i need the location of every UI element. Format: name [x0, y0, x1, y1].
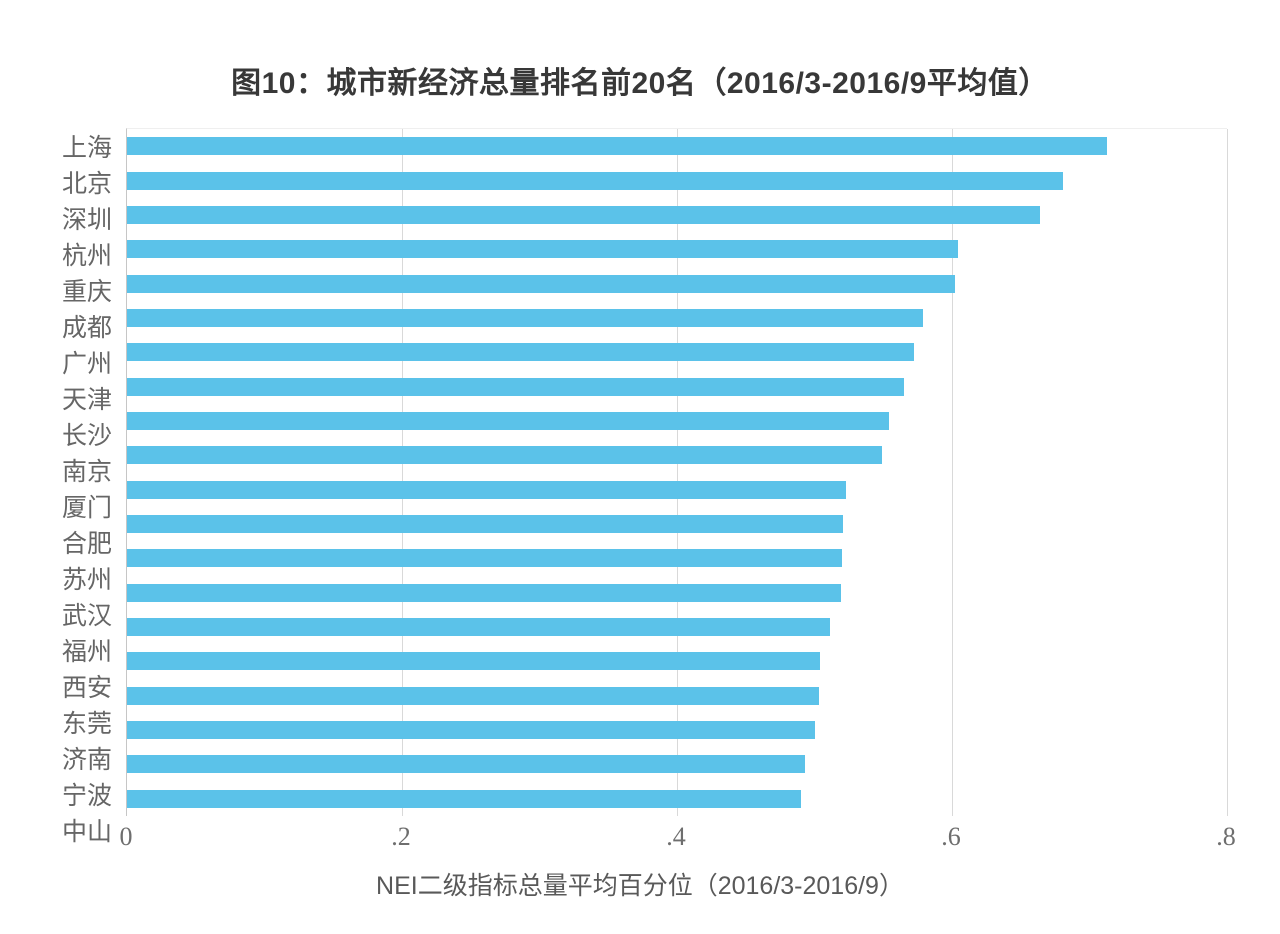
plot-area	[126, 128, 1228, 816]
bar-row-8	[127, 369, 1227, 403]
x-axis-label: NEI二级指标总量平均百分位（2016/3-2016/9）	[376, 872, 904, 900]
bar-20	[127, 789, 801, 808]
category-label-16: 西安	[61, 674, 112, 702]
bar-row-5	[127, 266, 1227, 300]
category-label-11: 厦门	[61, 494, 112, 522]
bar-11	[127, 480, 847, 499]
category-label-10: 南京	[61, 458, 112, 486]
category-label-5: 重庆	[61, 278, 112, 306]
bar-8	[127, 377, 904, 396]
bar-row-2	[127, 163, 1227, 197]
bar-row-4	[127, 232, 1227, 266]
bar-row-6	[127, 301, 1227, 335]
bar-row-20	[127, 782, 1227, 816]
bar-16	[127, 652, 820, 671]
bar-row-15	[127, 610, 1227, 644]
bar-12	[127, 514, 844, 533]
category-label-8: 天津	[61, 386, 112, 414]
bar-row-18	[127, 713, 1227, 747]
gridline-0.6	[952, 129, 953, 816]
category-label-20: 中山	[61, 818, 112, 846]
bar-1	[127, 137, 1108, 156]
bar-7	[127, 343, 914, 362]
y-axis-category-labels: 上海北京深圳杭州重庆成都广州天津长沙南京厦门合肥苏州武汉福州西安东莞济南宁波中山	[0, 128, 112, 846]
gridline-0.8	[1227, 129, 1228, 816]
bar-row-12	[127, 507, 1227, 541]
bar-row-10	[127, 438, 1227, 472]
bar-9	[127, 411, 889, 430]
category-label-6: 成都	[61, 314, 112, 342]
x-tick-4: .4	[666, 822, 686, 851]
bar-row-3	[127, 198, 1227, 232]
category-label-7: 广州	[61, 350, 112, 378]
gridline-0.4	[677, 129, 678, 816]
x-tick-8: .8	[1216, 822, 1236, 851]
x-tick-0: 0	[119, 822, 133, 851]
category-label-13: 苏州	[61, 566, 112, 594]
bar-row-17	[127, 679, 1227, 713]
bar-row-19	[127, 747, 1227, 781]
bar-row-14	[127, 575, 1227, 609]
bar-6	[127, 308, 924, 327]
bar-14	[127, 583, 841, 602]
bar-17	[127, 686, 819, 705]
category-label-1: 上海	[61, 134, 112, 162]
bar-18	[127, 721, 815, 740]
bar-series	[127, 129, 1227, 816]
category-label-14: 武汉	[61, 602, 112, 630]
category-label-17: 东莞	[61, 710, 112, 738]
bar-13	[127, 549, 842, 568]
gridline-0.2	[402, 129, 403, 816]
bar-row-16	[127, 644, 1227, 678]
bar-5	[127, 274, 955, 293]
bar-row-13	[127, 541, 1227, 575]
category-label-15: 福州	[61, 638, 112, 666]
category-label-2: 北京	[61, 170, 112, 198]
chart-title: 图10：城市新经济总量排名前20名（2016/3-2016/9平均值）	[231, 67, 1049, 100]
bar-2	[127, 171, 1064, 190]
bar-row-11	[127, 472, 1227, 506]
bar-19	[127, 755, 805, 774]
bar-row-7	[127, 335, 1227, 369]
category-label-12: 合肥	[61, 530, 112, 558]
x-axis-ticks: 0 .2 .4 .6 .8	[120, 822, 1236, 856]
category-label-19: 宁波	[61, 782, 112, 810]
bar-10	[127, 446, 882, 465]
category-label-3: 深圳	[61, 206, 112, 234]
bar-4	[127, 240, 958, 259]
category-label-4: 杭州	[61, 242, 112, 270]
category-label-9: 长沙	[61, 422, 112, 450]
category-label-18: 济南	[61, 746, 112, 774]
bar-row-1	[127, 129, 1227, 163]
x-tick-6: .6	[941, 822, 961, 851]
x-tick-2: .2	[391, 822, 411, 851]
bar-15	[127, 617, 830, 636]
bar-row-9	[127, 404, 1227, 438]
bar-3	[127, 205, 1040, 224]
